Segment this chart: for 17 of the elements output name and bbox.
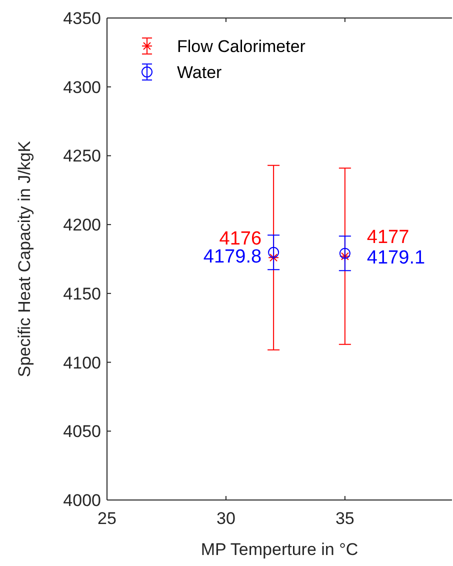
x-tick-label: 30 <box>216 509 236 528</box>
y-tick-label: 4050 <box>63 422 101 442</box>
y-tick-label: 4300 <box>63 78 101 97</box>
x-tick-label: 25 <box>98 509 116 528</box>
y-tick-label: 4200 <box>63 216 101 235</box>
y-tick-label: 4100 <box>63 353 101 372</box>
y-tick-label: 4150 <box>63 284 101 304</box>
legend-label: Flow Calorimeter <box>177 37 306 56</box>
data-label: 4177 <box>366 227 410 248</box>
x-axis-title: MP Temperture in °C <box>200 540 358 559</box>
y-tick-label: 4000 <box>63 491 101 510</box>
y-tick-label: 4250 <box>63 146 101 166</box>
data-label: 4179.1 <box>366 247 426 268</box>
y-axis-title: Specific Heat Capacity in J/kgK <box>15 140 34 378</box>
x-tick-label: 35 <box>335 509 354 528</box>
legend-label: Water <box>177 63 222 82</box>
y-tick-label: 4350 <box>63 9 101 28</box>
